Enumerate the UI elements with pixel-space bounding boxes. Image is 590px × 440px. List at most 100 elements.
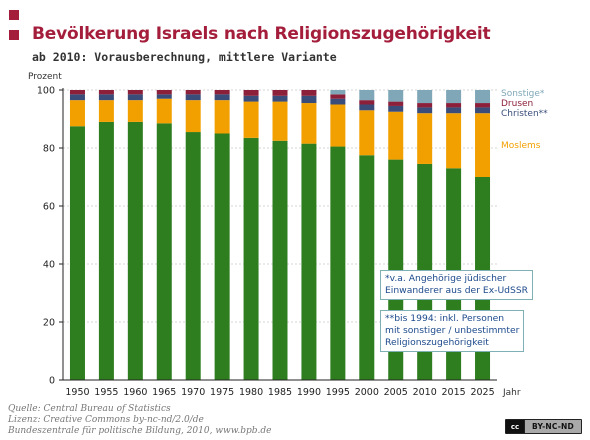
bar-segment: [475, 90, 491, 104]
legend-label: Sonstige*: [501, 89, 545, 99]
bar-segment: [301, 90, 317, 96]
cc-license-badge[interactable]: cc BY-NC-ND: [505, 419, 582, 434]
bar-segment: [272, 140, 288, 380]
y-axis-label: Prozent: [28, 72, 62, 82]
bar-segment: [69, 126, 85, 380]
bar-segment: [69, 94, 85, 101]
bar-segment: [417, 113, 433, 164]
bar-segment: [156, 123, 172, 380]
bar-segment: [359, 155, 375, 380]
bar-segment: [185, 90, 201, 95]
bar-segment: [127, 121, 143, 381]
bar-segment: [388, 105, 404, 112]
x-tick-label: 1970: [181, 387, 205, 398]
bar-segment: [388, 101, 404, 106]
note-line: mit sonstiger / unbestimmter: [385, 325, 520, 336]
bar-segment: [272, 101, 288, 141]
bar-segment: [185, 132, 201, 380]
footer-credit: Bundeszentrale für politische Bildung, 2…: [8, 426, 272, 436]
bar-segment: [185, 100, 201, 133]
bar-segment: [475, 113, 491, 177]
bar-segment: [69, 100, 85, 127]
bar-segment: [98, 121, 114, 381]
x-tick-label: 1985: [268, 387, 292, 398]
y-tick-label: 60: [43, 202, 55, 213]
bar-segment: [156, 90, 172, 95]
bar-segment: [243, 90, 259, 96]
x-tick-label: 1980: [239, 387, 263, 398]
x-tick-label: 2005: [384, 387, 408, 398]
bar-segment: [214, 94, 230, 101]
y-tick-label: 20: [43, 318, 55, 329]
subtitle-marker: [9, 30, 19, 40]
cc-badge-label: BY-NC-ND: [532, 422, 574, 431]
y-tick-label: 40: [43, 260, 55, 271]
y-tick-label: 0: [49, 376, 55, 387]
bar-segment: [330, 98, 346, 105]
bar-segment: [446, 103, 462, 108]
bar-segment: [359, 110, 375, 156]
x-tick-label: 2000: [355, 387, 379, 398]
x-tick-label: 1960: [123, 387, 147, 398]
legend-label: Moslems: [501, 141, 541, 151]
y-tick-label: 100: [37, 86, 55, 97]
chart-title: Bevölkerung Israels nach Religionszugehö…: [32, 24, 491, 44]
bar-segment: [359, 90, 375, 101]
bar-segment: [156, 94, 172, 99]
bar-segment: [330, 94, 346, 99]
bar-segment: [127, 100, 143, 122]
bar-segment: [301, 95, 317, 104]
note-line: Religionszugehörigkeit: [385, 337, 489, 348]
bar-segment: [214, 100, 230, 134]
bar-segment: [417, 103, 433, 108]
bar-segment: [359, 104, 375, 111]
footer-source: Quelle: Central Bureau of Statistics: [8, 404, 171, 414]
x-tick-label: 1965: [152, 387, 176, 398]
bar-segment: [301, 103, 317, 144]
bar-segment: [446, 107, 462, 114]
x-tick-label: 1975: [210, 387, 234, 398]
note-christen: **bis 1994: inkl. Personen mit sonstiger…: [380, 310, 525, 352]
cc-icon: cc: [506, 420, 525, 433]
bar-segment: [301, 143, 317, 380]
legend-label: Christen**: [501, 109, 548, 119]
bar-segment: [446, 90, 462, 104]
bar-segment: [475, 103, 491, 108]
bar-segment: [185, 94, 201, 101]
bar-segment: [243, 101, 259, 138]
bar-segment: [330, 104, 346, 147]
bar-segment: [475, 107, 491, 114]
x-tick-label: 2010: [413, 387, 437, 398]
bar-segment: [127, 94, 143, 101]
bar-segment: [98, 90, 114, 95]
bar-segment: [417, 107, 433, 114]
x-tick-label: 2025: [470, 387, 494, 398]
bar-segment: [69, 90, 85, 95]
note-line: *v.a. Angehörige jüdischer: [385, 273, 507, 284]
bar-segment: [243, 137, 259, 380]
footer-license: Lizenz: Creative Commons by-nc-nd/2.0/de: [8, 415, 204, 425]
bar-segment: [388, 90, 404, 102]
legend-label: Drusen: [501, 99, 533, 109]
bar-segment: [330, 90, 346, 95]
bar-segment: [243, 95, 259, 102]
bar-segment: [272, 90, 288, 96]
bar-segment: [417, 90, 433, 104]
note-line: **bis 1994: inkl. Personen: [385, 313, 505, 324]
bar-segment: [330, 146, 346, 380]
bar-segment: [156, 98, 172, 124]
chart-subtitle: ab 2010: Vorausberechnung, mittlere Vari…: [32, 50, 337, 64]
bar-segment: [98, 100, 114, 122]
bar-segment: [127, 90, 143, 95]
x-axis-label: Jahr: [502, 388, 521, 398]
x-tick-label: 1995: [326, 387, 350, 398]
bar-segment: [446, 113, 462, 169]
x-tick-label: 2015: [442, 387, 466, 398]
title-marker: [9, 10, 19, 20]
x-tick-label: 1990: [297, 387, 321, 398]
bar-segment: [359, 100, 375, 105]
bar-segment: [214, 133, 230, 380]
note-sonstige: *v.a. Angehörige jüdischer Einwanderer a…: [380, 270, 534, 300]
bar-segment: [98, 94, 114, 101]
